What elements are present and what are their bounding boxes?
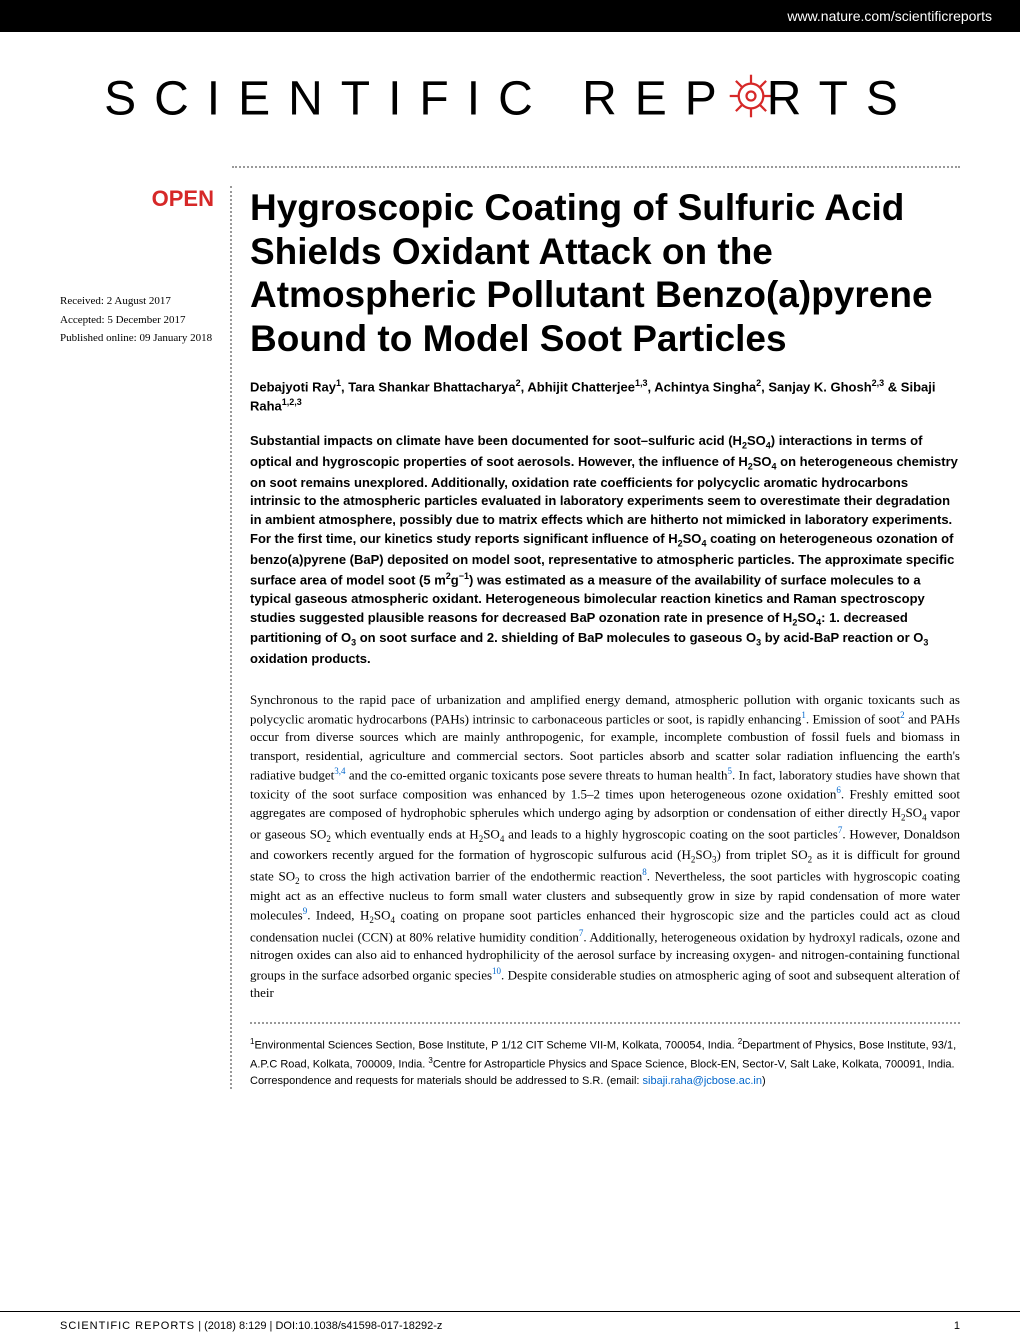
footer-citation: | (2018) 8:129 | DOI:10.1038/s41598-017-…	[195, 1320, 442, 1332]
logo-text-3: RTS	[767, 73, 916, 126]
journal-logo: SCIENTIFIC REP RTS	[0, 32, 1020, 156]
publication-dates: Received: 2 August 2017 Accepted: 5 Dece…	[60, 292, 214, 348]
received-date: Received: 2 August 2017	[60, 292, 214, 311]
sidebar: OPEN Received: 2 August 2017 Accepted: 5…	[60, 186, 232, 1089]
journal-url[interactable]: www.nature.com/scientificreports	[787, 8, 992, 24]
main-content: Hygroscopic Coating of Sulfuric Acid Shi…	[232, 186, 960, 1089]
open-access-badge: OPEN	[60, 186, 214, 212]
separator	[232, 166, 960, 168]
article-title: Hygroscopic Coating of Sulfuric Acid Shi…	[250, 186, 960, 361]
published-date: Published online: 09 January 2018	[60, 329, 214, 348]
page-number: 1	[954, 1320, 960, 1332]
body-text: Synchronous to the rapid pace of urbaniz…	[250, 691, 960, 1003]
affiliations: 1Environmental Sciences Section, Bose In…	[250, 1022, 960, 1089]
author-list: Debajyoti Ray1, Tara Shankar Bhattachary…	[250, 377, 960, 417]
logo-text-1: SCIENTIFIC	[104, 73, 551, 126]
page-footer: SCIENTIFIC REPORTS | (2018) 8:129 | DOI:…	[0, 1311, 1020, 1340]
header-bar: www.nature.com/scientificreports	[0, 0, 1020, 32]
abstract: Substantial impacts on climate have been…	[250, 432, 960, 668]
article-container: OPEN Received: 2 August 2017 Accepted: 5…	[0, 186, 1020, 1089]
accepted-date: Accepted: 5 December 2017	[60, 311, 214, 330]
footer-journal: SCIENTIFIC REPORTS	[60, 1320, 195, 1332]
logo-text-2: REP	[582, 73, 735, 126]
